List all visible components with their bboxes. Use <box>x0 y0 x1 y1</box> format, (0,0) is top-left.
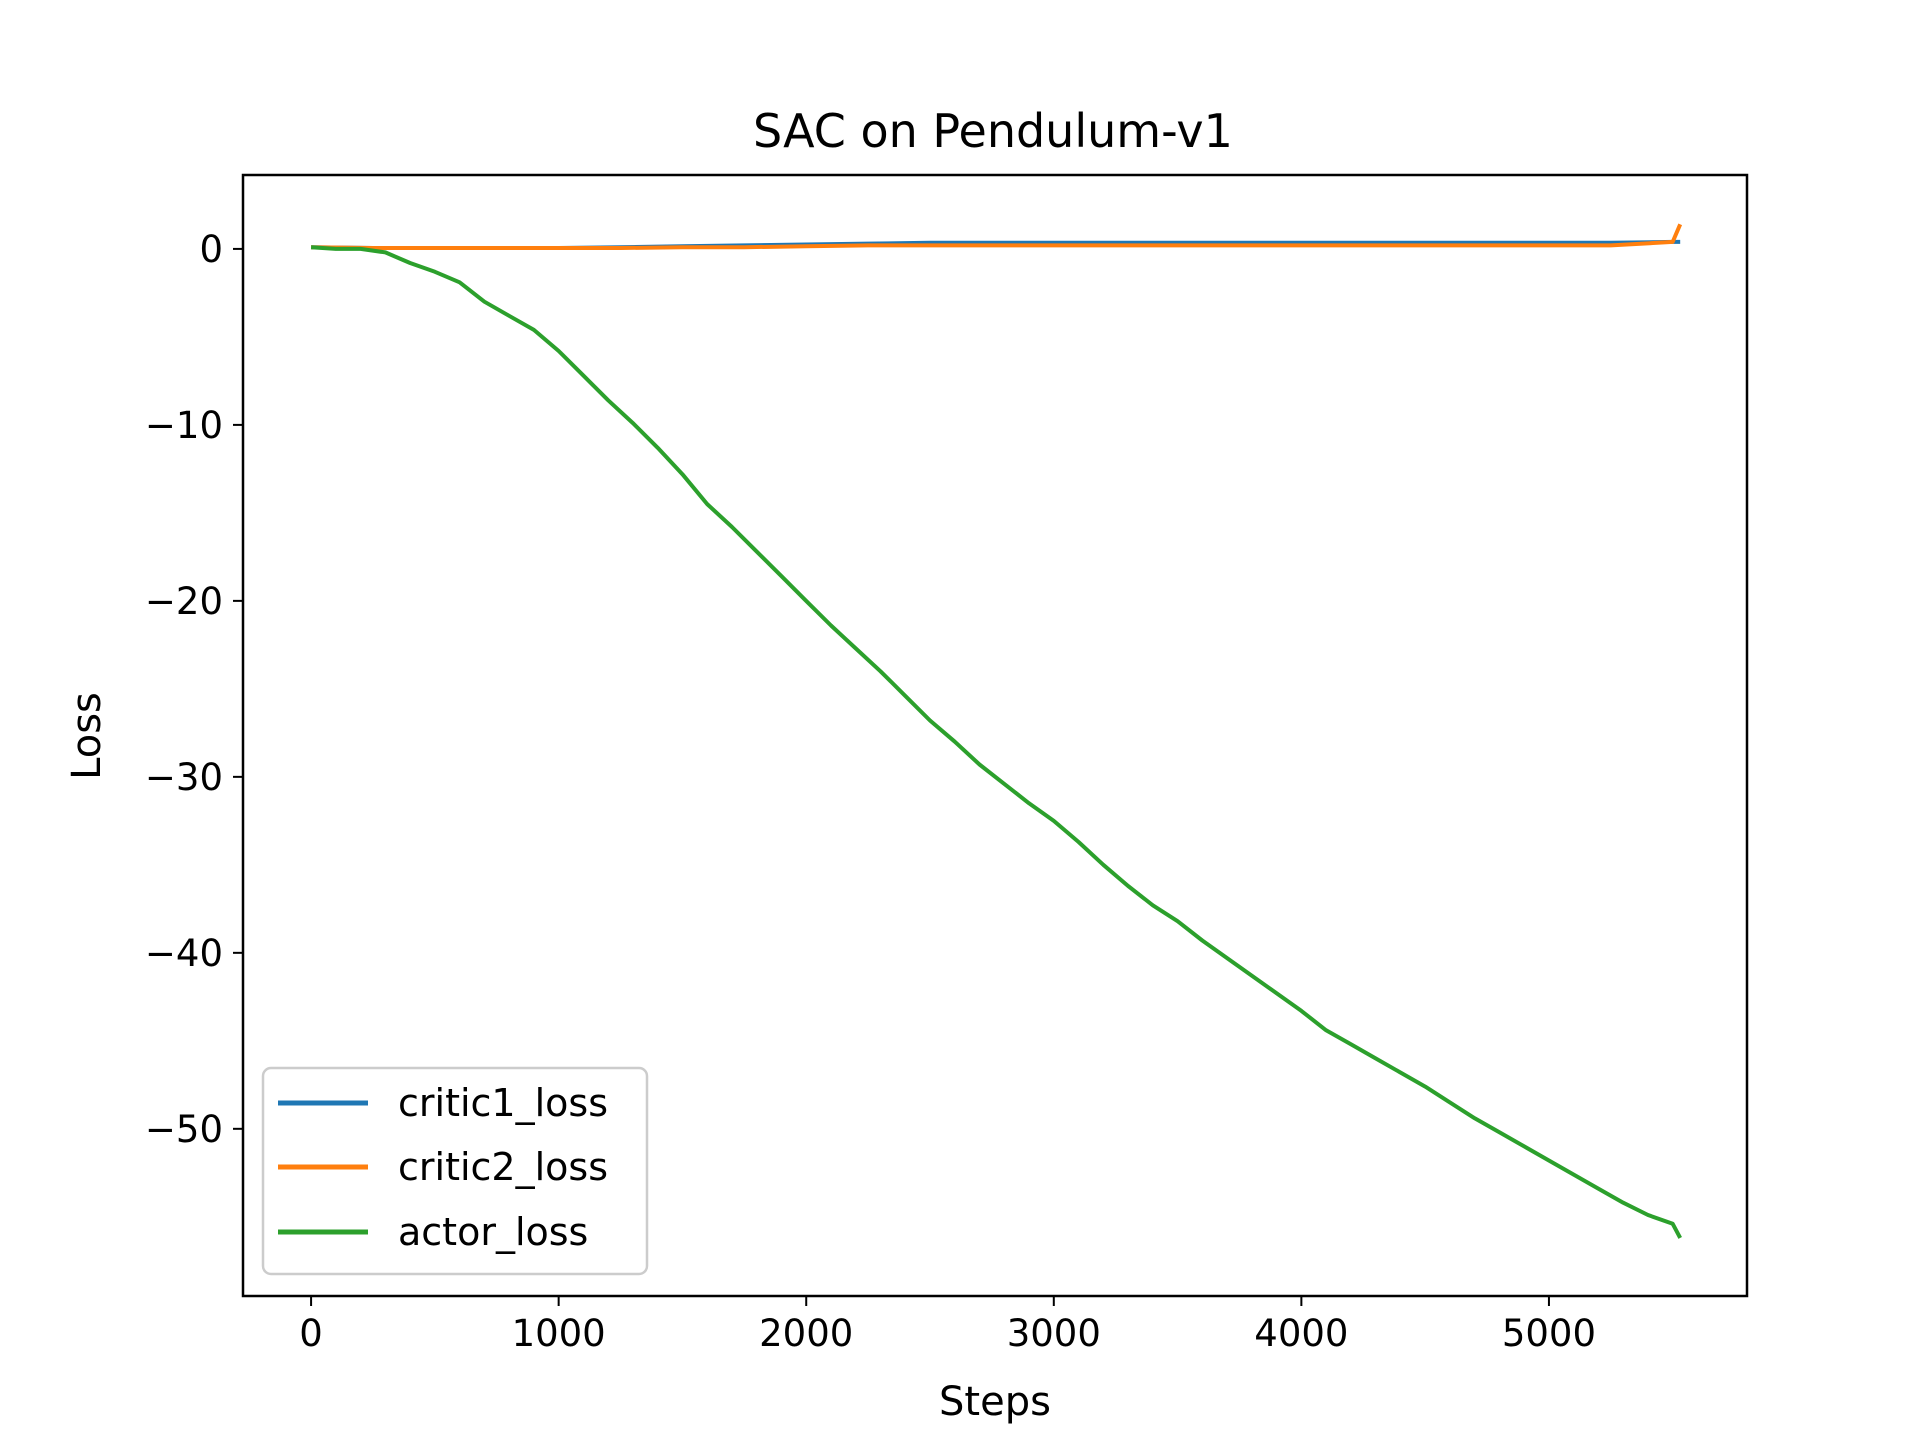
x-tick-label: 3000 <box>1007 1312 1101 1355</box>
actor-loss-line <box>310 245 1682 1239</box>
y-tick-label: −30 <box>145 756 223 799</box>
plot-lines <box>310 223 1683 1239</box>
x-tick-label: 0 <box>299 1312 323 1355</box>
x-axis-label: Steps <box>939 1379 1051 1425</box>
legend-box <box>261 1066 649 1276</box>
x-tick-label: 2000 <box>759 1312 853 1355</box>
x-tick-label: 4000 <box>1254 1312 1348 1355</box>
y-tick-label: −50 <box>145 1108 223 1151</box>
y-tick-label: −20 <box>145 580 223 623</box>
x-tick-label: 1000 <box>512 1312 606 1355</box>
x-axis-ticks: 0 1000 2000 3000 4000 5000 <box>299 1296 1596 1355</box>
legend-label-critic1: critic1_loss <box>398 1081 608 1125</box>
legend-label-critic2: critic2_loss <box>398 1145 608 1189</box>
y-axis-ticks: 0 −10 −20 −30 −40 −50 <box>145 228 243 1151</box>
y-tick-label: −10 <box>145 404 223 447</box>
y-tick-label: 0 <box>199 228 223 271</box>
x-tick-label: 5000 <box>1502 1312 1596 1355</box>
legend: critic1_loss critic2_loss actor_loss <box>261 1066 649 1276</box>
y-axis-label: Loss <box>64 692 110 780</box>
critic2-loss-line <box>311 223 1683 250</box>
legend-label-actor: actor_loss <box>398 1210 588 1254</box>
plot-frame <box>241 173 1749 1298</box>
y-tick-label: −40 <box>145 932 223 975</box>
chart-title: SAC on Pendulum-v1 <box>753 104 1233 158</box>
